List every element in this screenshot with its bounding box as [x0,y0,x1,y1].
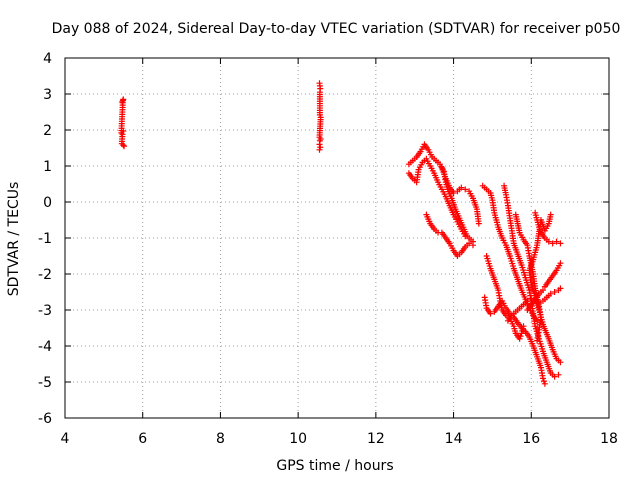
data-point [549,240,556,247]
x-tick-label: 14 [445,431,463,447]
data-point [547,290,554,297]
y-tick-label: -2 [38,267,52,283]
data-point [551,289,558,295]
x-tick-label: 6 [138,431,147,447]
data-point [539,375,546,382]
y-tick-label: -3 [38,303,52,319]
data-point [551,373,558,380]
data-point [557,240,564,247]
data-point [120,142,127,149]
data-point [121,143,128,150]
x-tick-label: 12 [367,431,385,447]
data-point [458,184,465,191]
data-point [557,285,564,292]
data-point [487,310,494,317]
y-tick-label: -5 [38,375,52,391]
data-point [555,371,562,378]
data-point [316,141,323,148]
x-axis-label: GPS time / hours [276,458,393,474]
data-point [557,359,564,366]
x-tick-label: 16 [522,431,540,447]
data-point [545,238,552,245]
data-point [470,242,476,249]
data-point [466,240,473,247]
grid [65,58,609,418]
chart-title: Day 088 of 2024, Sidereal Day-to-day VTE… [52,21,621,37]
data-point [517,333,524,340]
data-point [450,190,457,196]
x-tick-label: 4 [61,431,70,447]
data-point [541,380,548,387]
x-tick-label: 18 [600,431,618,447]
x-tick-label: 8 [216,431,225,447]
data-point [120,128,127,135]
y-axis-label: SDTVAR / TECUs [6,182,22,297]
y-tick-label: 4 [43,51,52,67]
data-points [118,80,564,387]
y-tick-label: 3 [43,87,52,103]
y-tick-label: 0 [43,195,52,211]
data-point [534,337,541,344]
y-tick-label: 1 [43,159,52,175]
y-tick-label: -6 [38,411,52,427]
data-point [516,335,523,342]
y-tick-label: -1 [38,231,52,247]
data-point [540,378,547,385]
data-point [557,260,564,267]
data-point [524,298,531,304]
data-point [475,220,482,227]
data-point [539,287,546,294]
data-point [462,186,469,193]
y-tick-label: -4 [38,339,52,355]
x-tick-label: 10 [289,431,307,447]
data-point [462,233,469,240]
y-tick-label: 2 [43,123,52,139]
data-point [553,238,560,245]
data-point [316,146,323,153]
